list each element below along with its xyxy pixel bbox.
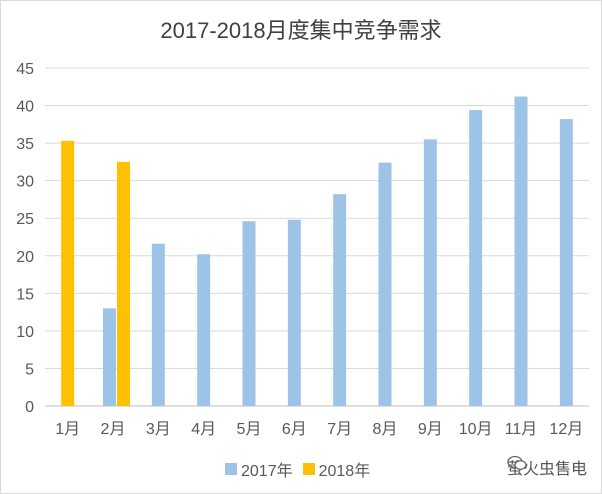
x-tick-label: 11月 bbox=[505, 421, 538, 438]
bar-2017 bbox=[151, 243, 165, 406]
x-tick-label: 7月 bbox=[327, 421, 352, 438]
bar-2018 bbox=[117, 161, 130, 406]
y-tick-label: 10 bbox=[16, 324, 34, 341]
legend-label-2017: 2017年 bbox=[241, 463, 293, 480]
legend-swatch-2018 bbox=[302, 463, 315, 475]
watermark-text: 萤火虫售电 bbox=[506, 459, 587, 478]
bar-2017 bbox=[333, 194, 347, 406]
x-tick-label: 5月 bbox=[237, 421, 262, 438]
bar-2017 bbox=[423, 139, 437, 406]
y-tick-label: 35 bbox=[16, 136, 34, 153]
x-tick-label: 10月 bbox=[459, 421, 493, 438]
bar-2017 bbox=[559, 119, 573, 406]
y-tick-label: 5 bbox=[25, 361, 34, 378]
legend-item-2017: 2017年 bbox=[225, 457, 293, 481]
bar-2017 bbox=[242, 221, 256, 406]
y-tick-label: 0 bbox=[25, 399, 34, 416]
x-tick-label: 2月 bbox=[101, 421, 126, 438]
legend-item-2018: 2018年 bbox=[302, 457, 371, 481]
bar-2017 bbox=[103, 308, 116, 406]
y-tick-label: 40 bbox=[16, 99, 34, 116]
x-tick-label: 9月 bbox=[418, 421, 443, 438]
watermark: 萤火虫售电 bbox=[507, 455, 587, 479]
legend-label-2018: 2018年 bbox=[318, 463, 371, 480]
x-tick-label: 3月 bbox=[146, 421, 171, 438]
y-tick-label: 45 bbox=[16, 61, 34, 78]
y-tick-label: 15 bbox=[16, 286, 34, 303]
x-tick-label: 1月 bbox=[55, 421, 80, 438]
bar-2017 bbox=[514, 96, 528, 406]
x-tick-label: 12月 bbox=[549, 421, 583, 438]
chart-title: 2017-2018月度集中竞争需求 bbox=[160, 18, 442, 43]
legend-swatch-2017 bbox=[225, 463, 237, 475]
x-tick-label: 8月 bbox=[373, 421, 398, 438]
bar-2017 bbox=[378, 162, 392, 406]
y-tick-label: 20 bbox=[16, 249, 34, 266]
x-tick-label: 4月 bbox=[191, 421, 216, 438]
x-tick-label: 6月 bbox=[282, 421, 307, 438]
y-tick-label: 25 bbox=[16, 211, 34, 228]
chart-legend: 2017年 2018年 bbox=[225, 457, 380, 481]
bar-2017 bbox=[469, 110, 483, 406]
bar-2017 bbox=[287, 219, 301, 406]
y-tick-label: 30 bbox=[16, 174, 34, 191]
wechat-icon bbox=[507, 455, 527, 470]
bar-2017 bbox=[197, 254, 211, 406]
bar-2018 bbox=[61, 140, 75, 406]
